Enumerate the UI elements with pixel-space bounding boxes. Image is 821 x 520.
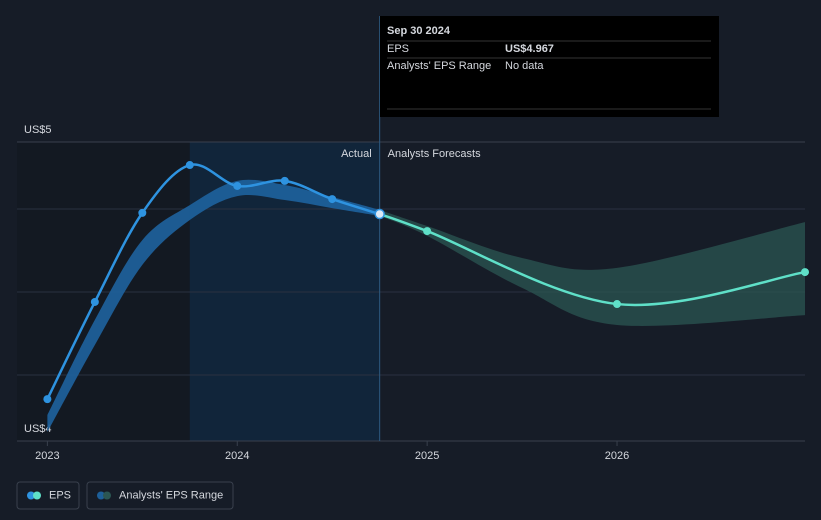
eps-point — [280, 176, 289, 185]
range-band — [379, 209, 805, 326]
tooltip-label: EPS — [387, 43, 409, 55]
x-tick-label: 2026 — [605, 450, 629, 462]
legend-item[interactable]: EPS — [16, 481, 80, 510]
eps-point — [328, 195, 337, 204]
x-tick-label: 2024 — [225, 450, 249, 462]
divider-left-label: Actual — [341, 148, 372, 160]
y-tick-label: US$5 — [24, 124, 52, 136]
legend-swatch — [103, 491, 111, 500]
legend-label: Analysts' EPS Range — [119, 489, 223, 501]
legend-box — [86, 481, 234, 510]
tooltip-title: Sep 30 2024 — [387, 25, 451, 37]
eps-point — [43, 395, 52, 404]
tooltip-value: No data — [505, 60, 544, 72]
legend-box — [16, 481, 80, 510]
tooltip-box — [380, 16, 719, 117]
eps-point — [423, 227, 432, 236]
legend-label: EPS — [49, 489, 71, 501]
legend-swatch — [33, 491, 41, 500]
eps-point — [185, 161, 194, 170]
legend-swatch — [97, 491, 105, 500]
eps-point — [374, 208, 385, 220]
eps-point — [613, 300, 622, 309]
eps-point — [138, 208, 147, 217]
eps-point — [233, 181, 242, 190]
legend-swatch — [27, 491, 35, 500]
y-tick-label: US$4 — [24, 423, 52, 435]
tooltip-value: US$4.967 — [505, 43, 554, 55]
x-tick-label: 2025 — [415, 450, 439, 462]
x-tick-label: 2023 — [35, 450, 59, 462]
legend-item[interactable]: Analysts' EPS Range — [86, 481, 234, 510]
eps-point — [801, 268, 809, 277]
tooltip: Sep 30 2024 EPS US$4.967 Analysts' EPS Rang… — [380, 16, 719, 117]
eps-line — [379, 212, 806, 307]
eps-point — [90, 297, 99, 306]
divider-right-label: Analysts Forecasts — [388, 148, 481, 160]
tooltip-label: Analysts' EPS Range — [387, 60, 491, 72]
